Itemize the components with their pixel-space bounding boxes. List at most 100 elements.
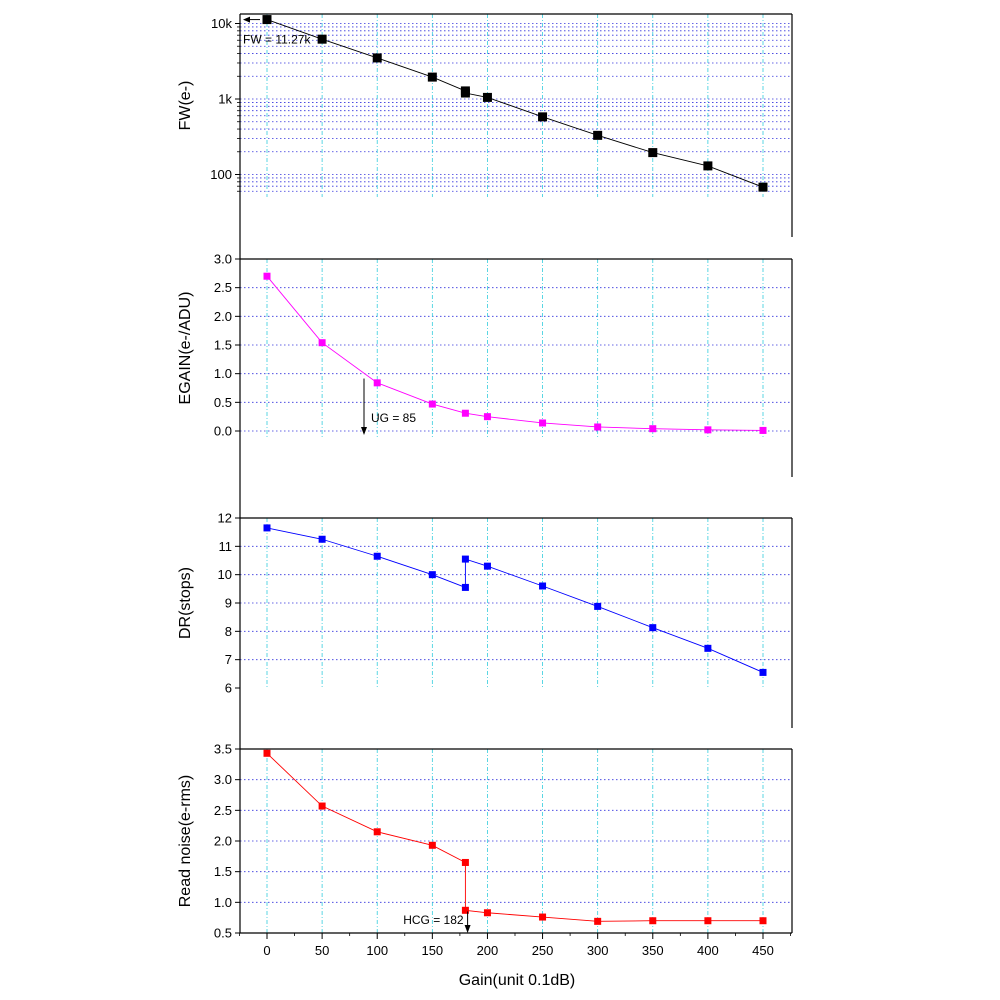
dr-data-point bbox=[759, 668, 767, 676]
read_noise-data-point bbox=[704, 917, 712, 925]
fw-v-grid bbox=[266, 14, 764, 197]
read_noise-annotation-label: HCG = 182 bbox=[403, 913, 464, 927]
egain-v-grid bbox=[266, 259, 764, 437]
egain-annotation-arrowhead bbox=[360, 427, 367, 435]
dr-ytick-label: 6 bbox=[225, 681, 232, 696]
dr-data-point bbox=[428, 571, 436, 579]
dr-data-point bbox=[373, 552, 381, 560]
fw-data-point bbox=[317, 34, 327, 44]
read_noise-data-point bbox=[483, 909, 491, 917]
read_noise-panel: 0.5 1.0 1.5 2.0 2.5 3.0 3.5 Read noise(e-rms) HC… bbox=[177, 742, 793, 941]
x-tick-label: 50 bbox=[315, 943, 329, 958]
egain-panel: 0.0 0.5 1.0 1.5 2.0 2.5 3.0 EGAIN(e-/ADU) UG = 8… bbox=[177, 252, 793, 439]
fw-h-grid bbox=[240, 23, 792, 192]
egain-ytick-label: 1.5 bbox=[214, 338, 232, 353]
read_noise-h-grid bbox=[240, 779, 792, 903]
fw-data-point bbox=[593, 130, 603, 140]
read_noise-ytick-label: 2.0 bbox=[214, 834, 232, 849]
egain-ytick-label: 2.5 bbox=[214, 280, 232, 295]
x-tick-label: 400 bbox=[697, 943, 719, 958]
read_noise-v-grid bbox=[266, 749, 764, 933]
dr-ytick-label: 12 bbox=[218, 511, 232, 526]
dr-data-point bbox=[649, 624, 657, 632]
x-axis-label: Gain(unit 0.1dB) bbox=[459, 972, 576, 989]
egain-data-point bbox=[539, 419, 547, 427]
read_noise-data-point bbox=[759, 917, 767, 925]
read_noise-data-point bbox=[318, 802, 326, 810]
egain-y-axis-label: EGAIN(e-/ADU) bbox=[177, 292, 194, 405]
read_noise-data-point bbox=[461, 906, 469, 914]
read_noise-data-point bbox=[539, 913, 547, 921]
read_noise-ytick-label: 2.5 bbox=[214, 803, 232, 818]
dr-data-point bbox=[539, 582, 547, 590]
x-tick-label: 150 bbox=[421, 943, 443, 958]
fw-data-point bbox=[538, 112, 548, 122]
dr-ytick-label: 9 bbox=[225, 596, 232, 611]
dr-data-point bbox=[594, 602, 602, 610]
x-tick-label: 200 bbox=[477, 943, 499, 958]
x-tick-label: 250 bbox=[532, 943, 554, 958]
egain-annotation-label: UG = 85 bbox=[371, 411, 416, 425]
read_noise-ytick-label: 3.5 bbox=[214, 742, 232, 757]
fw-data-point bbox=[262, 15, 272, 25]
fw-data-point bbox=[460, 88, 470, 98]
x-axis: 0 50 100 150 200 250 300 350 400 450 bbox=[239, 932, 792, 958]
egain-ytick-label: 0.0 bbox=[214, 424, 232, 439]
read_noise-data-point bbox=[428, 841, 436, 849]
x-tick-label: 100 bbox=[366, 943, 388, 958]
dr-ytick-label: 11 bbox=[219, 539, 233, 554]
egain-ytick-label: 3.0 bbox=[214, 252, 232, 267]
dr-data-point bbox=[263, 524, 271, 532]
read_noise-data-point bbox=[594, 917, 602, 925]
fw-annotation-arrowhead bbox=[243, 16, 250, 23]
fw-data-point bbox=[703, 161, 713, 171]
x-tick-label: 350 bbox=[642, 943, 664, 958]
x-tick-label: 0 bbox=[263, 943, 270, 958]
egain-data-point bbox=[649, 425, 657, 433]
fw-data-point bbox=[427, 72, 437, 82]
dr-data-point bbox=[704, 644, 712, 652]
egain-data-point bbox=[263, 272, 271, 280]
dr-data-point bbox=[318, 535, 326, 543]
read_noise-series-line bbox=[266, 752, 763, 922]
read_noise-data-point bbox=[373, 828, 381, 836]
fw-data-point bbox=[758, 182, 768, 192]
egain-ytick-label: 0.5 bbox=[214, 395, 232, 410]
read_noise-ytick-label: 1.5 bbox=[214, 864, 232, 879]
egain-data-point bbox=[483, 413, 491, 421]
read_noise-ytick-label: 0.5 bbox=[214, 926, 232, 941]
egain-h-grid bbox=[240, 287, 792, 432]
dr-series-line bbox=[266, 527, 764, 673]
read_noise-ytick-label: 1.0 bbox=[214, 895, 232, 910]
read_noise-data-point bbox=[649, 917, 657, 925]
egain-ytick-label: 1.0 bbox=[214, 366, 232, 381]
x-tick-label: 300 bbox=[587, 943, 609, 958]
fw-series-line bbox=[266, 19, 764, 188]
read_noise-data-point bbox=[263, 749, 271, 757]
egain-ytick-label: 2.0 bbox=[214, 309, 232, 324]
fw-data-point bbox=[482, 92, 492, 102]
fw-data-point bbox=[648, 148, 658, 158]
egain-data-point bbox=[318, 339, 326, 347]
dr-h-grid bbox=[240, 545, 792, 661]
read_noise-annotation-arrowhead bbox=[464, 925, 471, 933]
egain-data-point bbox=[594, 423, 602, 431]
fw-ytick-label: 100 bbox=[210, 167, 232, 182]
x-tick-label: 450 bbox=[752, 943, 774, 958]
dr-data-point bbox=[461, 555, 469, 563]
dr-ytick-label: 8 bbox=[225, 624, 232, 639]
egain-data-point bbox=[759, 426, 767, 434]
dr-panel: 6 7 8 9 10 11 12 DR(stops) bbox=[177, 511, 793, 696]
egain-data-point bbox=[704, 426, 712, 434]
dr-ytick-label: 7 bbox=[225, 652, 232, 667]
fw-ytick-label: 1k bbox=[218, 92, 232, 107]
egain-data-point bbox=[461, 409, 469, 417]
dr-data-point bbox=[483, 562, 491, 570]
read_noise-ytick-label: 3.0 bbox=[214, 772, 232, 787]
fw-data-point bbox=[372, 53, 382, 63]
read_noise-data-point bbox=[461, 858, 469, 866]
fw-panel: 100 1k 10k FW(e-) FW = 11.27k bbox=[177, 13, 793, 197]
read_noise-y-axis-label: Read noise(e-rms) bbox=[177, 775, 194, 907]
egain-series-line bbox=[266, 275, 764, 431]
